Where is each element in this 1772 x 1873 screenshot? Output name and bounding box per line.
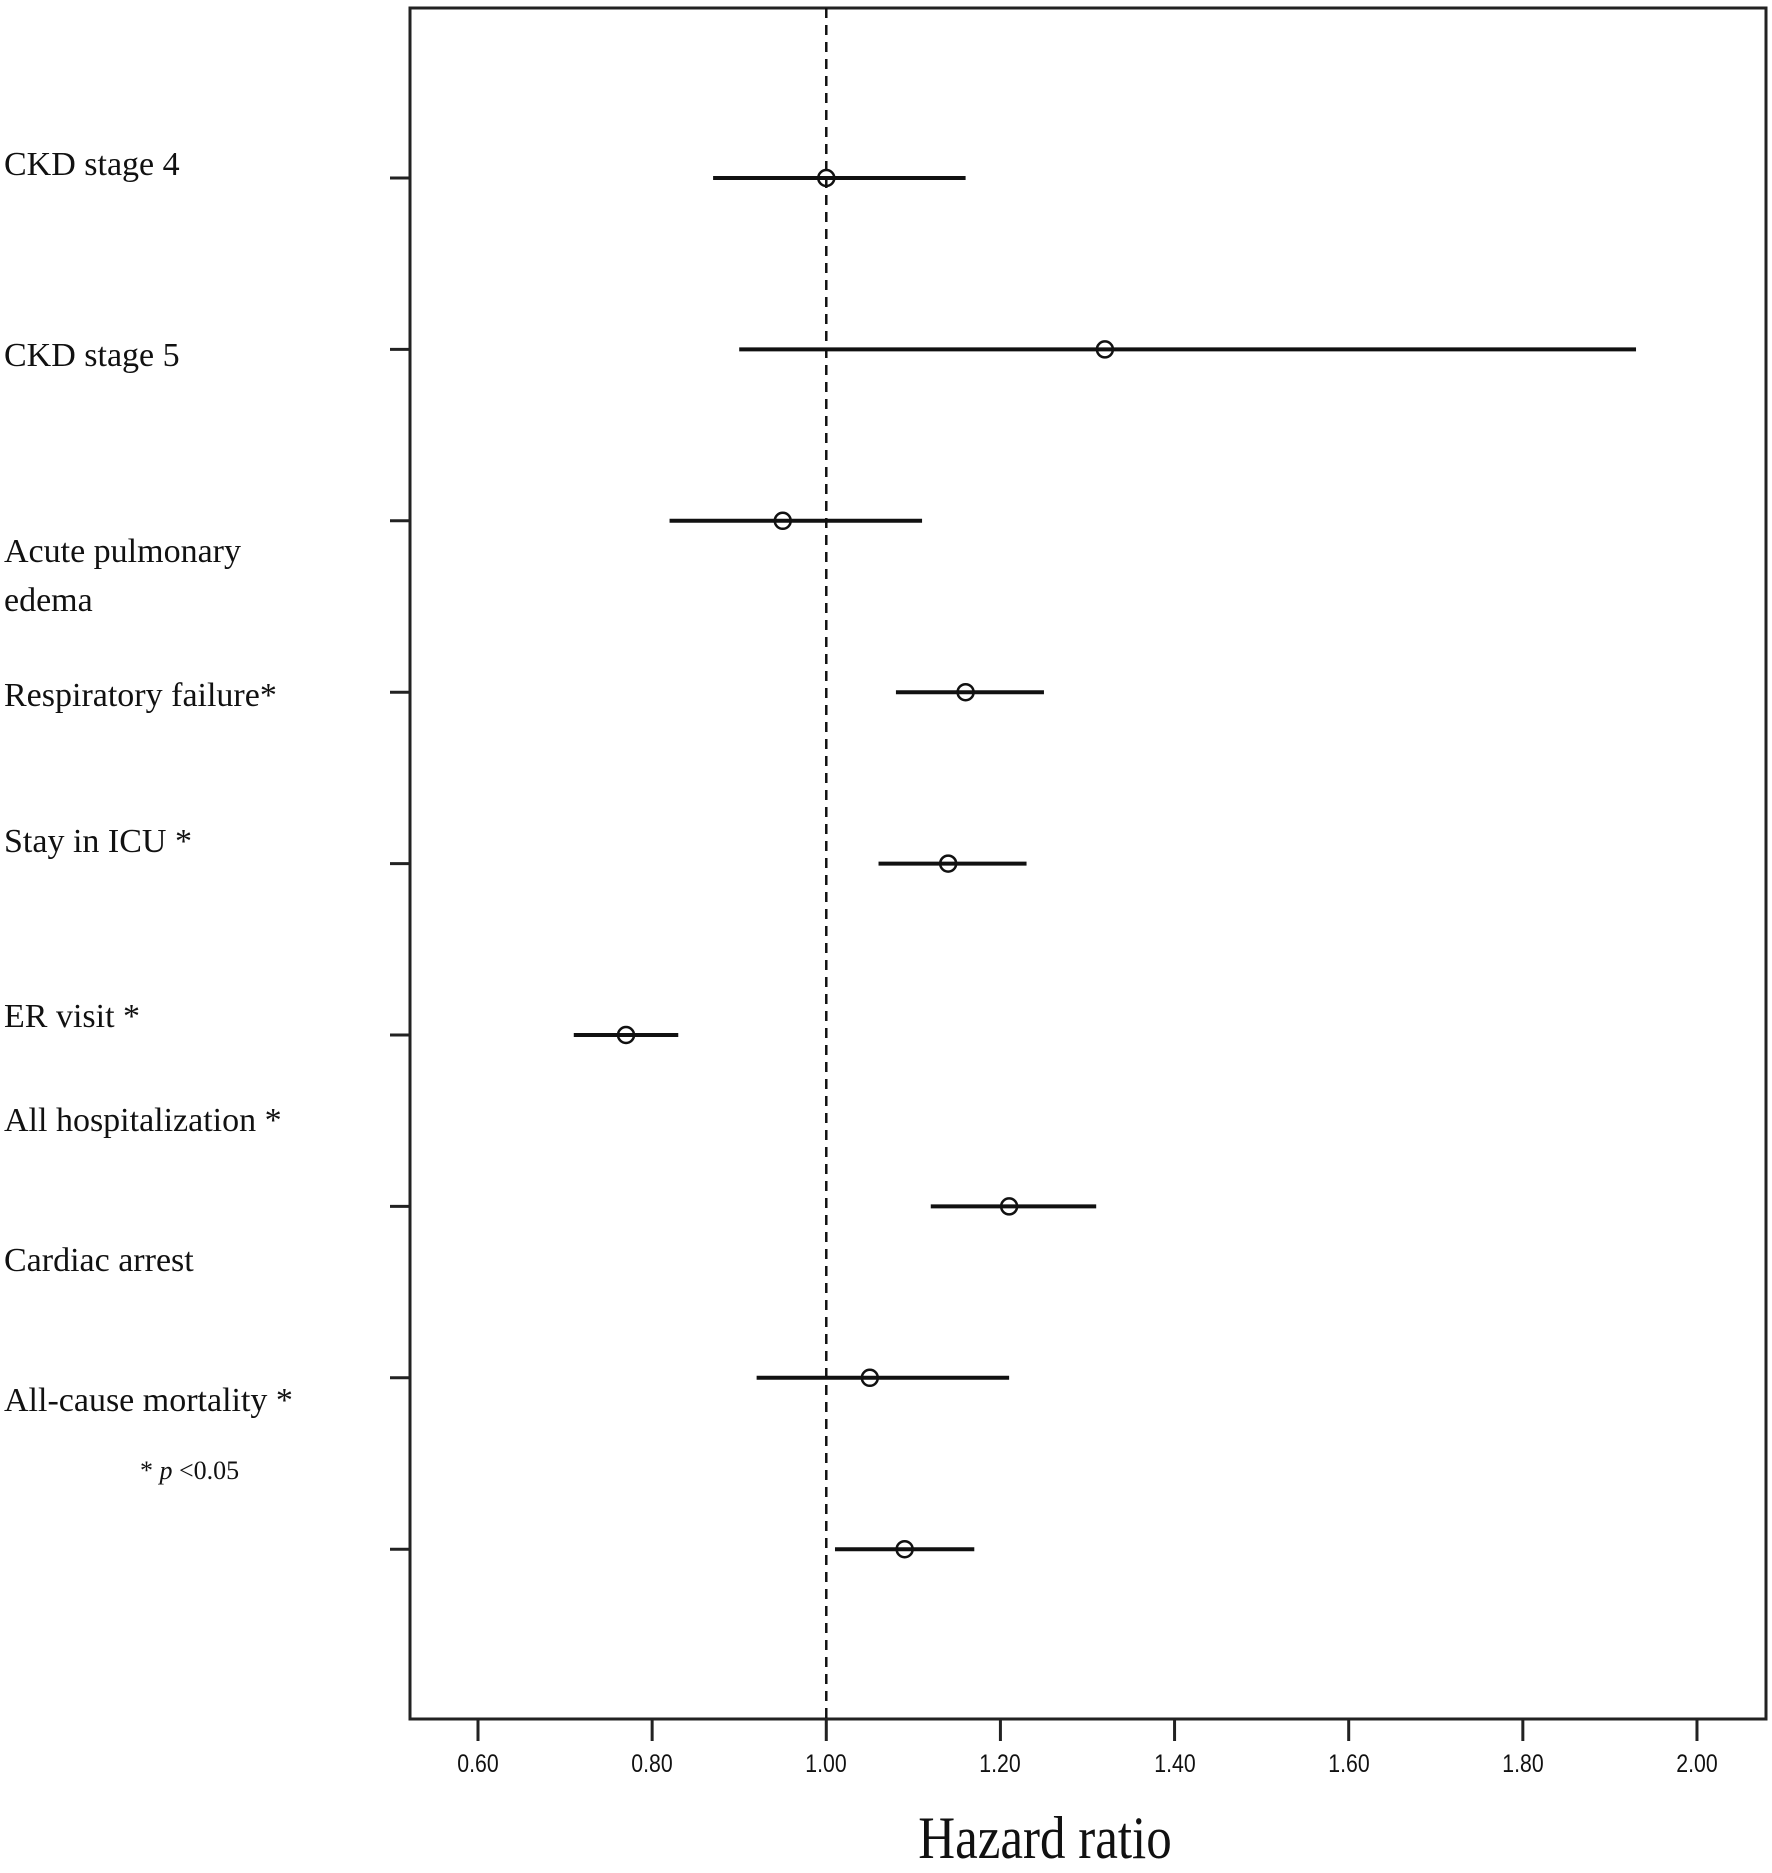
row-label-ckd-stage-4: CKD stage 4 (4, 146, 180, 183)
row-label-ckd-stage-5: CKD stage 5 (4, 337, 180, 374)
row-label-stay-in-icu: Stay in ICU * (4, 823, 192, 860)
x-tick-label: 0.80 (631, 1750, 673, 1778)
x-tick-label: 0.60 (457, 1750, 499, 1778)
x-tick-label: 1.60 (1327, 1750, 1370, 1778)
point-estimate-marker (895, 1539, 914, 1559)
confidence-intervals (573, 176, 1637, 1552)
footnote-threshold: <0.05 (172, 1456, 240, 1485)
point-estimate-marker (817, 168, 836, 188)
row-label-acute-pulmonary-edema-line1: Acute pulmonary (4, 533, 241, 570)
significance-footnote: * p <0.05 (140, 1456, 239, 1486)
plot-frame (408, 6, 1768, 1721)
point-estimate-marker (999, 1197, 1019, 1216)
point-estimate-marker (860, 1368, 880, 1388)
row-label-all-hospitalization: All hospitalization * (4, 1102, 282, 1139)
footnote-star: * (140, 1456, 160, 1485)
point-estimates (616, 168, 1115, 1559)
row-label-er-visit: ER visit * (4, 998, 141, 1035)
row-label-cardiac-arrest: Cardiac arrest (4, 1242, 194, 1279)
footnote-p: p (159, 1456, 173, 1485)
y-axis-ticks (390, 176, 410, 1551)
row-label-respiratory-failure: Respiratory failure* (4, 677, 277, 714)
x-axis-ticks (476, 1719, 1699, 1741)
point-estimate-marker (773, 511, 792, 531)
point-estimate-marker (956, 682, 975, 702)
x-tick-label: 1.80 (1502, 1750, 1544, 1778)
point-estimate-marker (938, 854, 958, 873)
point-estimate-marker (1095, 340, 1115, 359)
row-label-all-cause-mortality: All-cause mortality * (4, 1382, 293, 1419)
x-axis-title: Hazard ratio (918, 1805, 1172, 1871)
row-label-acute-pulmonary-edema-line2: edema (4, 582, 93, 619)
point-estimate-marker (616, 1025, 636, 1045)
x-tick-label: 1.00 (805, 1750, 847, 1778)
x-tick-label: 1.20 (979, 1750, 1022, 1778)
x-tick-label: 1.40 (1153, 1750, 1196, 1778)
x-tick-label: 2.00 (1676, 1750, 1718, 1778)
